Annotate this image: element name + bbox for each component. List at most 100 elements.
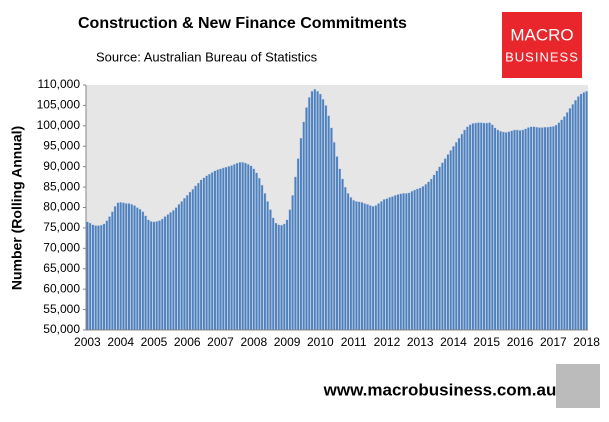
bar (196, 182, 200, 331)
bar (493, 127, 497, 331)
bar (499, 130, 503, 331)
bar (438, 166, 441, 331)
x-tick-label: 2008 (240, 335, 267, 349)
bar (496, 129, 500, 331)
y-tick-label: 60,000 (43, 281, 80, 295)
bar (255, 172, 258, 331)
bar (249, 165, 253, 331)
bar (585, 90, 588, 331)
bar (407, 192, 411, 331)
bar (507, 131, 511, 331)
y-tick-label: 110,000 (38, 77, 81, 91)
bar (269, 209, 272, 331)
bar (110, 211, 114, 331)
bar (307, 97, 311, 331)
bar (277, 224, 281, 331)
bar (477, 122, 480, 331)
logo-box (502, 12, 582, 78)
bar (429, 178, 433, 331)
bar (241, 161, 245, 331)
x-tick-label: 2018 (573, 335, 600, 349)
bar (388, 197, 392, 331)
bar (360, 201, 364, 331)
bar (468, 124, 472, 331)
x-tick-label: 2006 (174, 335, 201, 349)
bar (535, 126, 539, 331)
bar (432, 174, 436, 331)
bar (568, 108, 572, 331)
bar (108, 216, 111, 331)
bar (543, 126, 547, 331)
logo-text: MACRO (510, 25, 573, 44)
bar (113, 206, 117, 331)
y-tick-label: 105,000 (37, 98, 81, 112)
logo-text: BUSINESS (505, 49, 579, 64)
bar (294, 176, 297, 331)
bar (424, 184, 428, 331)
y-axis-label: Number (Rolling Annual) (9, 126, 25, 290)
x-tick-label: 2016 (507, 335, 534, 349)
bar (257, 177, 261, 331)
x-tick-label: 2017 (540, 335, 567, 349)
bar (435, 170, 439, 331)
bar (216, 169, 220, 331)
bar (490, 124, 494, 331)
bar (393, 195, 397, 331)
bar (122, 202, 125, 331)
bar (446, 154, 450, 331)
bar (374, 205, 378, 331)
bar (135, 207, 139, 331)
bar (199, 179, 203, 331)
bar (332, 141, 336, 331)
x-tick-label: 2010 (307, 335, 334, 349)
bar (124, 203, 128, 331)
bar (130, 204, 134, 331)
bar (305, 107, 308, 331)
bar (210, 172, 214, 331)
bar (346, 193, 350, 331)
bar (185, 195, 189, 331)
bar (282, 223, 286, 331)
bar (208, 173, 211, 331)
bar (152, 221, 156, 331)
x-tick-label: 2012 (374, 335, 401, 349)
y-tick-label: 100,000 (37, 118, 81, 132)
bar (91, 224, 95, 331)
bar (554, 124, 558, 331)
bar (274, 222, 278, 331)
bar (416, 188, 419, 331)
bar (260, 184, 264, 331)
bar (313, 88, 317, 331)
bar (427, 181, 430, 331)
bar (529, 126, 533, 331)
bar (97, 225, 100, 331)
bar (171, 210, 175, 331)
bar (213, 170, 217, 331)
bar (371, 206, 375, 331)
bar (380, 201, 383, 331)
bar (485, 122, 489, 331)
chart-title: Construction & New Finance Commitments (78, 15, 407, 32)
bar (449, 150, 453, 331)
bar (579, 93, 583, 331)
bar (133, 205, 136, 331)
bar (141, 211, 145, 331)
footer-url: www.macrobusiness.com.au (323, 380, 557, 399)
bar (513, 129, 516, 331)
bar (127, 203, 131, 331)
bar (338, 168, 342, 331)
bar (280, 224, 283, 331)
bar (205, 175, 209, 331)
bar (316, 90, 319, 331)
bar (138, 208, 142, 331)
y-tick-label: 50,000 (43, 322, 80, 336)
bar (119, 201, 123, 331)
bar (527, 127, 530, 331)
bar (557, 122, 561, 331)
bar (488, 122, 491, 331)
bar (302, 121, 306, 331)
x-tick-label: 2004 (107, 335, 134, 349)
bar (183, 197, 186, 331)
x-tick-label: 2011 (341, 335, 367, 349)
